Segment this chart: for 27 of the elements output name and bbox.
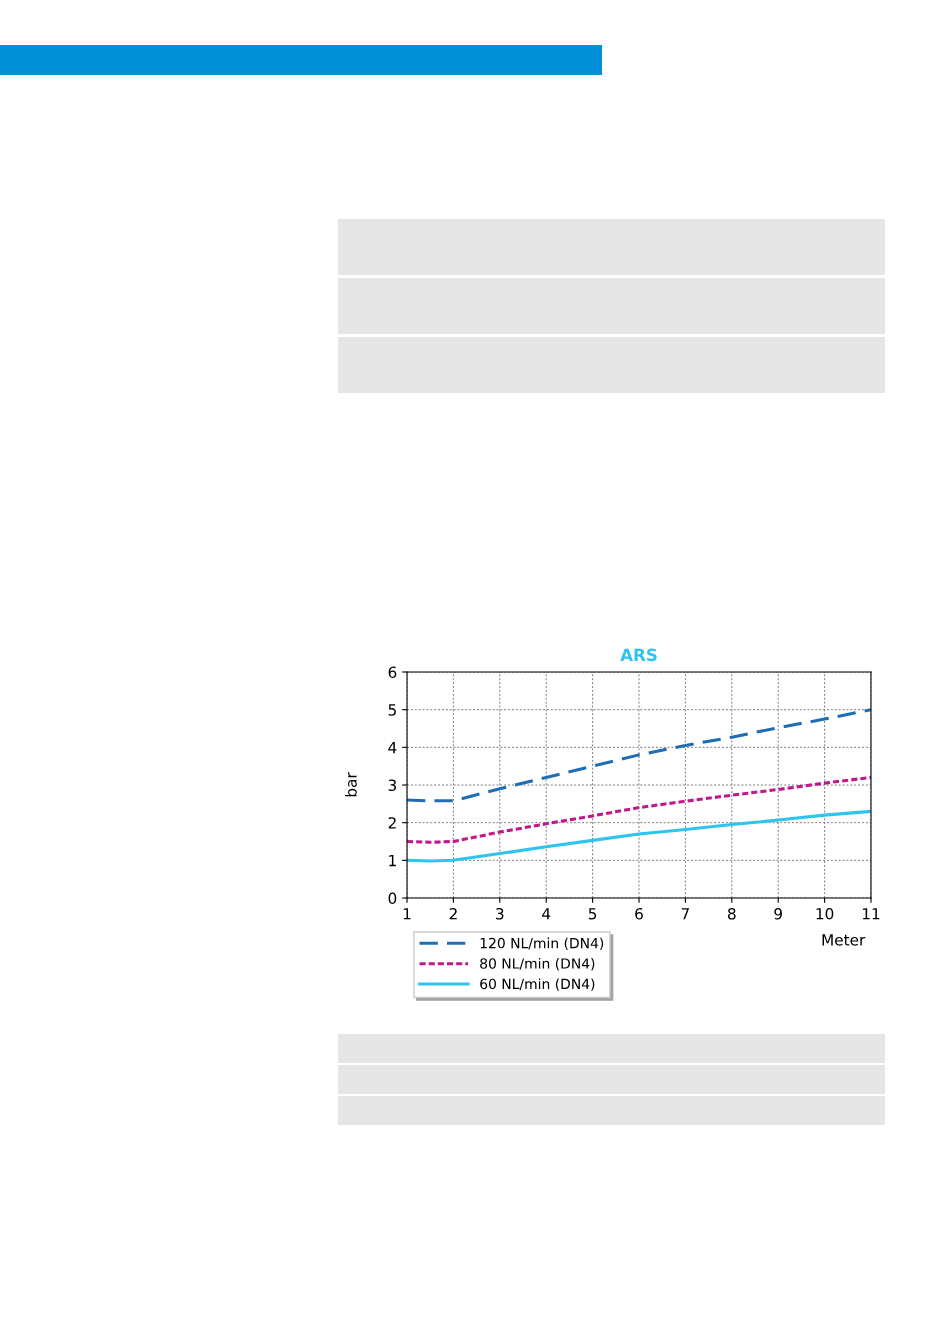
x-tick-label: 1 <box>403 908 411 920</box>
y-tick-label: 1 <box>389 855 396 867</box>
y-axis-title: bar <box>344 772 357 797</box>
y-tick-label: 5 <box>388 704 396 716</box>
y-tick-label: 2 <box>388 817 396 829</box>
x-tick-label: 10 <box>816 907 834 920</box>
y-tick-label: 0 <box>388 892 397 905</box>
x-tick-label: 5 <box>588 908 597 920</box>
y-tick-label: 3 <box>388 779 397 792</box>
y-tick-label: 6 <box>388 666 397 679</box>
x-tick-label: 3 <box>496 907 504 920</box>
legend-label: 60 NL/min (DN4) <box>480 978 595 991</box>
legend-label: 80 NL/min (DN4) <box>480 958 595 971</box>
x-tick-label: 7 <box>681 908 689 920</box>
line-series <box>407 775 871 844</box>
line-series <box>407 809 871 863</box>
line-series <box>407 708 871 803</box>
x-tick-label: 9 <box>774 907 782 920</box>
x-tick-label: 4 <box>542 908 551 920</box>
x-tick-label: 11 <box>862 908 880 920</box>
x-tick-label: 6 <box>635 907 643 920</box>
chart-title: ARS <box>620 648 657 662</box>
legend-label: 120 NL/min (DN4) <box>480 937 604 950</box>
x-axis-title: Meter <box>822 934 866 946</box>
x-tick-label: 2 <box>449 907 457 920</box>
y-tick-label: 4 <box>388 742 397 754</box>
x-tick-label: 8 <box>727 907 736 920</box>
